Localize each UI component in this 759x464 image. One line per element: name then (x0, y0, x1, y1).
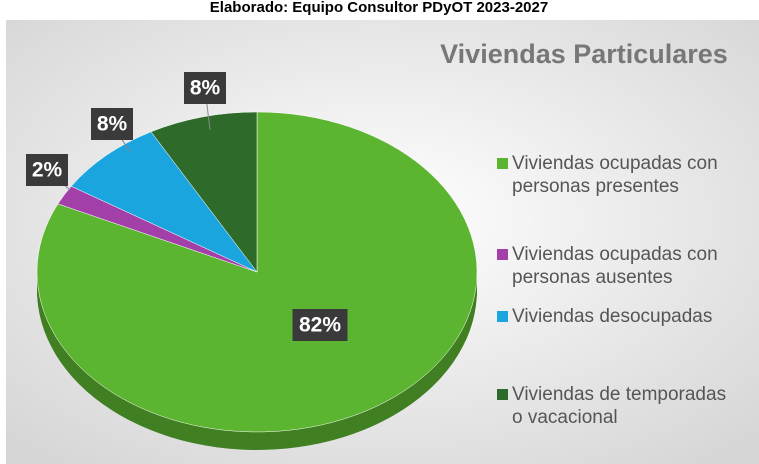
chart-title: Viviendas Particulares (440, 39, 728, 69)
caption: Elaborado: Equipo Consultor PDyOT 2023-2… (210, 0, 548, 16)
legend-label: Viviendas ocupadas con personas presente… (512, 153, 718, 197)
legend-swatch (497, 311, 508, 322)
legend-entry: Viviendas de temporadas o vacacional (497, 383, 752, 429)
data-label: 2% (32, 159, 63, 182)
data-label: 8% (97, 113, 128, 136)
legend-label: Viviendas ocupadas con personas ausentes (512, 244, 718, 288)
legend-label: Viviendas de temporadas o vacacional (512, 384, 727, 428)
legend-entry: Viviendas ocupadas con personas presente… (497, 152, 752, 198)
data-label-box (292, 309, 348, 341)
legend-label: Viviendas desocupadas (512, 306, 713, 327)
slice (150, 111, 258, 273)
data-label-box (184, 72, 226, 104)
legend-entry: Viviendas ocupadas con personas ausentes (497, 243, 752, 289)
data-label-box (26, 154, 68, 186)
data-label: 8% (190, 77, 221, 100)
legend-swatch (497, 249, 508, 260)
legend-swatch (497, 158, 508, 169)
data-label: 82% (299, 314, 341, 337)
legend-swatch (497, 389, 508, 400)
data-label-box (91, 108, 133, 140)
legend-entry: Viviendas desocupadas (497, 305, 752, 328)
slice (70, 131, 258, 273)
